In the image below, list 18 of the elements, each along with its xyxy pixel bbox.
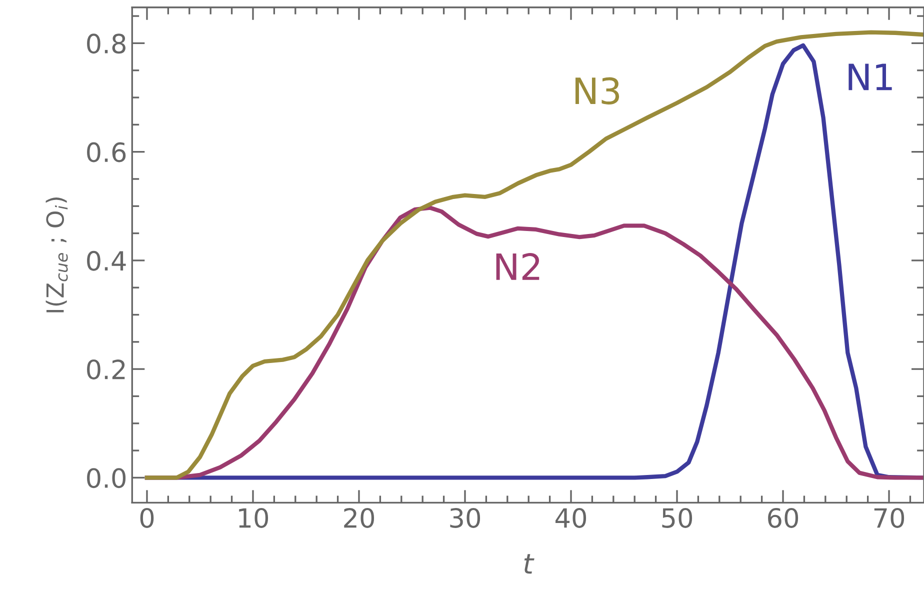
y-tick-label: 0.2	[87, 360, 125, 380]
y-tick-label: 0.0	[87, 468, 126, 488]
x-tick-label: 70	[874, 508, 904, 528]
series-label: N1	[848, 64, 892, 90]
x-tick-label: 20	[344, 508, 374, 528]
y-tick-label: 0.4	[87, 250, 126, 271]
x-tick-label: 30	[450, 508, 480, 528]
y-tick-label: 0.6	[87, 142, 126, 162]
series-label: N2	[496, 253, 540, 280]
x-tick-label: 60	[768, 508, 798, 528]
y-axis-title: I(Z$_{cue}$ ; O$_{i}$)	[46, 197, 68, 312]
x-tick-label: 10	[239, 508, 268, 528]
x-axis-title: t	[524, 554, 534, 574]
y-tick-label: 0.8	[87, 34, 126, 54]
series-label: N3	[576, 77, 620, 105]
x-tick-label: 0	[140, 508, 154, 528]
x-tick-label: 40	[556, 508, 586, 528]
x-tick-label: 50	[662, 508, 692, 528]
